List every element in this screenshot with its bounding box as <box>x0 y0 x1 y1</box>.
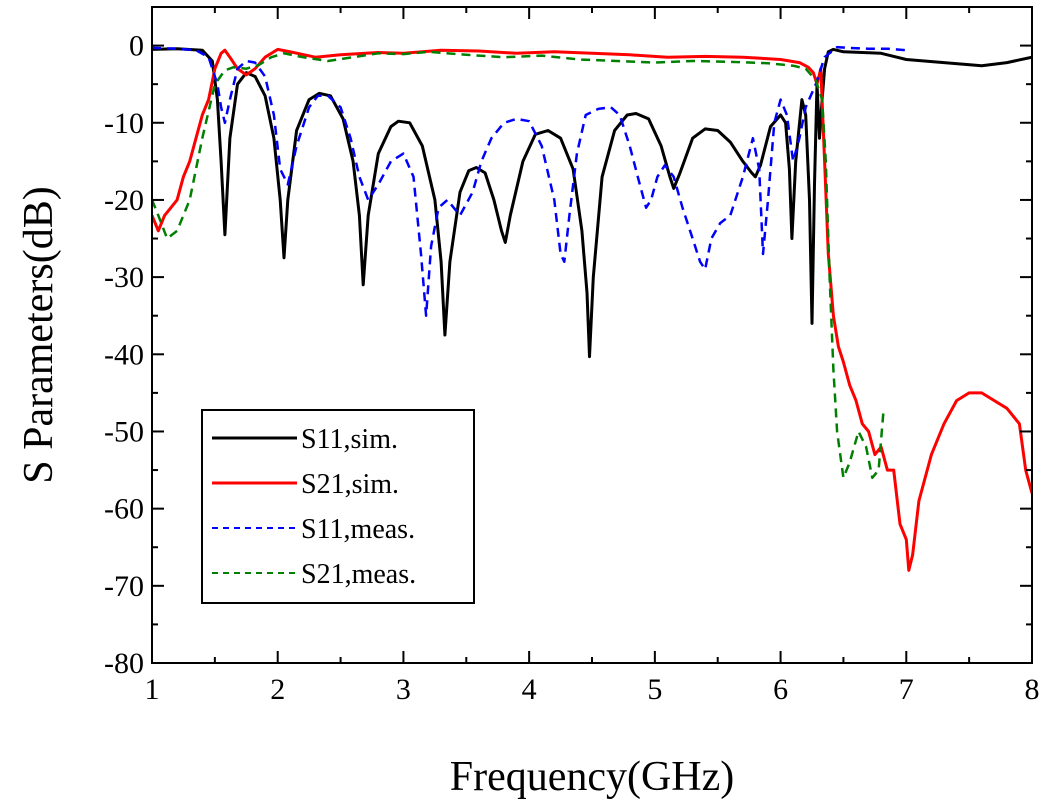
legend-label: S11,meas. <box>301 514 415 545</box>
x-tick-label: 4 <box>522 673 537 706</box>
x-tick-label: 5 <box>647 673 662 706</box>
tick-labels-layer: 1 2 3 4 5 6 7 8 0 -10 -20 -30 -40 -50 -60 -70 -80 <box>104 30 1040 706</box>
y-tick-label: -10 <box>104 107 144 140</box>
ticks-layer <box>151 6 1033 664</box>
legend-box <box>201 409 475 604</box>
legend-label: S11,sim. <box>301 424 398 455</box>
y-tick-label: -30 <box>104 261 144 294</box>
series-line-1 <box>152 47 1032 359</box>
y-tick-label: -40 <box>104 338 144 371</box>
legend-label: S21,sim. <box>301 469 399 500</box>
y-tick-label: -20 <box>104 184 144 217</box>
x-tick-label: 7 <box>899 673 914 706</box>
series-line-4 <box>152 50 885 480</box>
x-tick-label: 8 <box>1025 673 1040 706</box>
y-tick-label: -80 <box>104 647 144 680</box>
x-axis-label: Frequency(GHz) <box>450 754 735 800</box>
legend: S11,sim. S21,sim. S11,meas. S21,meas. <box>201 409 475 604</box>
x-tick-label: 6 <box>773 673 788 706</box>
y-tick-label: -70 <box>104 570 144 603</box>
x-tick-label: 3 <box>396 673 411 706</box>
y-tick-label: 0 <box>129 30 144 63</box>
y-tick-label: -60 <box>104 493 144 526</box>
legend-label: S21,meas. <box>301 559 416 590</box>
series-line-3 <box>152 45 907 317</box>
y-tick-label: -50 <box>104 415 144 448</box>
y-axis-label: S Parameters(dB) <box>16 186 62 483</box>
x-tick-label: 1 <box>145 673 160 706</box>
x-tick-label: 2 <box>270 673 285 706</box>
series-layer <box>152 45 1032 572</box>
series-line-2 <box>152 47 1032 572</box>
